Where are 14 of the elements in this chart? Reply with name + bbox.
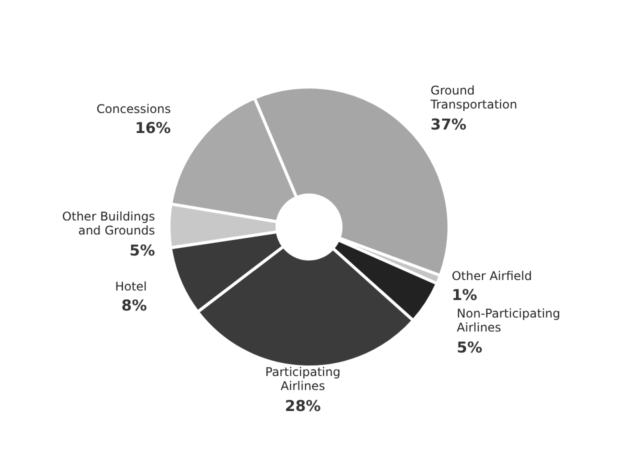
data-label: 5% [130,242,156,260]
data-label: 1% [452,286,478,304]
slice-label: Other Airfield [452,268,532,283]
data-label: 5% [456,338,482,357]
slice-label: Concessions [96,102,171,116]
data-label: 16% [134,118,171,137]
data-label: 28% [284,396,321,415]
data-label: 37% [430,116,466,134]
slice-label: Hotel [115,280,147,294]
slice-label: Ground Transportation [430,84,518,112]
slice-label: Non-Participating Airlines [456,306,560,335]
slice-label: Participating Airlines [265,364,340,393]
slice-label: Other Buildings and Grounds [62,210,156,238]
data-label: 8% [121,296,147,315]
